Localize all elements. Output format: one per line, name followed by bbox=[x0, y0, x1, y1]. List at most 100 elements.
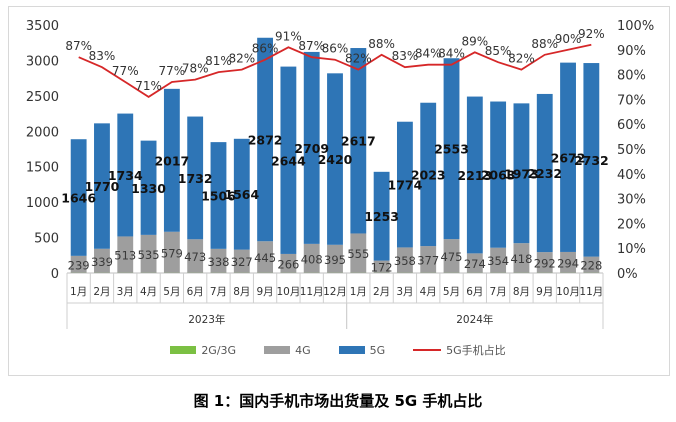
label-4g: 274 bbox=[464, 257, 486, 271]
bar-4g bbox=[350, 233, 367, 273]
y2-tick-label: 100% bbox=[617, 19, 654, 34]
bar-4g bbox=[117, 236, 134, 273]
label-5g: 1973 bbox=[504, 166, 539, 181]
bar-4g bbox=[396, 247, 413, 273]
label-5g: 2017 bbox=[154, 153, 189, 168]
bar-4g bbox=[443, 239, 460, 273]
label-share: 77% bbox=[112, 64, 139, 78]
share-line bbox=[78, 43, 592, 98]
bar-5g bbox=[513, 103, 530, 244]
bar-4g bbox=[187, 239, 204, 273]
bar-4g bbox=[536, 252, 553, 273]
label-share: 86% bbox=[322, 42, 349, 56]
legend-swatch bbox=[264, 346, 291, 354]
bar-5g bbox=[187, 116, 204, 240]
legend-item: 4G bbox=[264, 344, 311, 357]
label-4g: 445 bbox=[254, 251, 276, 265]
bar-4g bbox=[420, 246, 437, 273]
label-share: 88% bbox=[531, 37, 558, 51]
label-4g: 294 bbox=[557, 256, 579, 270]
label-4g: 513 bbox=[114, 249, 136, 263]
x-tick-label: 3月 bbox=[117, 286, 134, 298]
chart-legend: 2G/3G 4G 5G 5G手机占比 bbox=[0, 340, 676, 360]
bar-5g bbox=[163, 88, 180, 232]
label-4g: 579 bbox=[161, 246, 183, 260]
label-4g: 292 bbox=[534, 256, 556, 270]
label-5g: 2872 bbox=[248, 133, 283, 148]
x-tick-label: 9月 bbox=[256, 286, 273, 298]
y-tick-label: 3500 bbox=[26, 19, 59, 34]
label-5g: 2213 bbox=[457, 168, 492, 183]
label-share: 87% bbox=[298, 39, 325, 53]
legend-label: 5G手机占比 bbox=[446, 344, 506, 357]
label-5g: 2420 bbox=[318, 152, 353, 167]
label-4g: 354 bbox=[487, 254, 509, 268]
label-share: 81% bbox=[205, 54, 232, 68]
combo-chart: 0 500 1000 1500 2000 2500 3000 3500 0% 10% 20% 30% 4… bbox=[26, 19, 654, 329]
y2-tick-label: 70% bbox=[617, 93, 646, 108]
label-5g: 1506 bbox=[201, 188, 236, 203]
label-share: 84% bbox=[438, 47, 465, 61]
bar-4g bbox=[373, 260, 390, 273]
label-share: 90% bbox=[555, 32, 582, 46]
bar-5g bbox=[420, 102, 437, 247]
label-5g: 2732 bbox=[574, 153, 609, 168]
label-5g: 1732 bbox=[178, 171, 213, 186]
x-tick-label: 11月 bbox=[300, 286, 324, 298]
bar-4g bbox=[466, 253, 483, 273]
label-5g: 1564 bbox=[224, 187, 259, 202]
x-tick-label: 2月 bbox=[373, 286, 390, 298]
label-4g: 475 bbox=[441, 250, 463, 264]
legend-label: 2G/3G bbox=[201, 343, 237, 357]
label-4g: 339 bbox=[91, 255, 113, 269]
x-tick-label: 7月 bbox=[210, 286, 227, 298]
bar-5g bbox=[466, 96, 483, 254]
x-tick-label: 4月 bbox=[420, 286, 437, 298]
bar-4g bbox=[140, 234, 157, 273]
label-share: 89% bbox=[461, 34, 488, 48]
legend-swatch bbox=[413, 349, 442, 351]
bar-4g bbox=[513, 243, 530, 273]
x-tick-label: 7月 bbox=[490, 286, 507, 298]
label-4g: 418 bbox=[510, 252, 532, 266]
y2-tick-label: 40% bbox=[617, 168, 646, 183]
bar-4g bbox=[490, 247, 507, 273]
label-5g: 2672 bbox=[551, 150, 586, 165]
bar-5g bbox=[350, 48, 367, 234]
x-tick-label: 10月 bbox=[276, 286, 300, 298]
bar-4g bbox=[327, 244, 343, 273]
y-tick-label: 500 bbox=[34, 232, 59, 247]
x-tick-label: 2月 bbox=[93, 286, 110, 298]
legend-label: 4G bbox=[295, 343, 311, 357]
x-tick-label: 6月 bbox=[187, 286, 204, 298]
y2-tick-label: 80% bbox=[617, 69, 646, 84]
bar-4g bbox=[560, 251, 576, 273]
label-4g: 338 bbox=[208, 255, 230, 269]
label-share: 92% bbox=[578, 27, 605, 41]
x-tick-label: 4月 bbox=[140, 286, 157, 298]
x-tick-label: 9月 bbox=[536, 286, 553, 298]
label-share: 82% bbox=[508, 52, 535, 66]
label-4g: 228 bbox=[580, 259, 602, 273]
label-share: 88% bbox=[368, 37, 395, 51]
label-share: 87% bbox=[65, 39, 92, 53]
bar-5g bbox=[94, 123, 110, 249]
label-share: 85% bbox=[485, 44, 512, 58]
x-tick-label: 10月 bbox=[556, 286, 580, 298]
label-5g: 2644 bbox=[271, 153, 306, 168]
bar-4g bbox=[257, 241, 274, 273]
bar-5g bbox=[117, 113, 134, 237]
y-tick-label: 0 bbox=[51, 267, 59, 282]
label-share: 71% bbox=[135, 79, 162, 93]
bar-5g bbox=[140, 140, 157, 235]
label-share: 84% bbox=[415, 47, 442, 61]
label-4g: 408 bbox=[301, 252, 323, 266]
label-5g: 1774 bbox=[388, 178, 423, 193]
label-5g: 1330 bbox=[131, 181, 166, 196]
label-5g: 2553 bbox=[434, 142, 469, 157]
x-tick-label: 1月 bbox=[350, 286, 367, 298]
bar-5g bbox=[327, 73, 343, 245]
label-4g: 358 bbox=[394, 254, 416, 268]
bar-4g bbox=[233, 249, 250, 273]
y2-tick-label: 0% bbox=[617, 267, 638, 282]
